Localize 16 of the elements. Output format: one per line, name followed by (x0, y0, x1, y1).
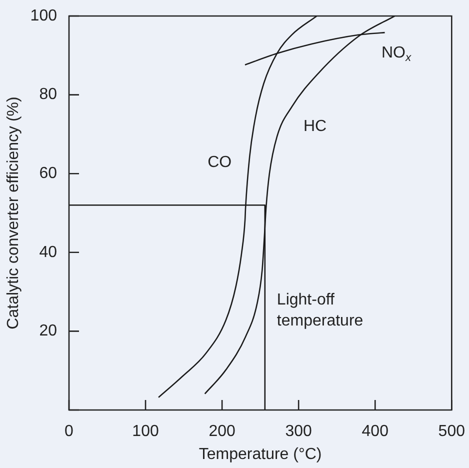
y-tick-label: 40 (39, 244, 58, 261)
x-tick-label: 200 (208, 423, 236, 440)
x-tick-label: 500 (438, 423, 466, 440)
y-tick-label: 100 (30, 7, 58, 24)
x-tick-label: 100 (132, 423, 159, 440)
series-label: HC (303, 118, 327, 135)
y-tick-label: 20 (39, 322, 58, 340)
y-tick-label: 80 (39, 86, 58, 104)
y-tick-label: 60 (39, 165, 58, 182)
x-tick-label: 400 (362, 423, 389, 440)
x-tick-label: 0 (64, 423, 74, 440)
series-label: CO (208, 154, 232, 172)
annotation: Light-off temperature (276, 291, 364, 330)
y-axis-title: Catalytic converter efficiency (%) (5, 96, 22, 330)
x-axis-title: Temperature (°C) (198, 446, 322, 463)
x-tick-label: 300 (285, 423, 312, 440)
